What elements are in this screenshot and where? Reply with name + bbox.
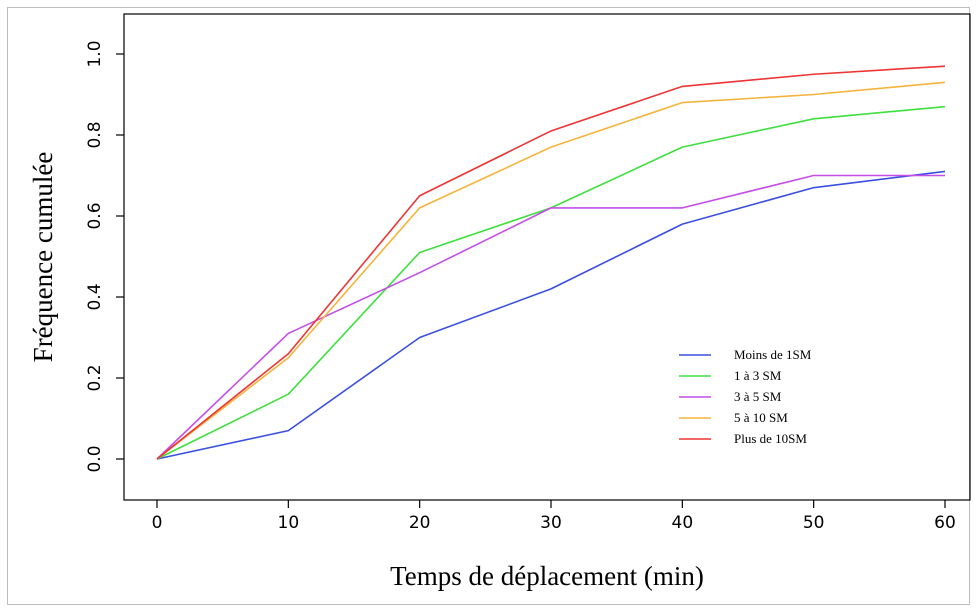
y-axis: 0.0 0.2 0.4 0.6 0.8 1.0 <box>85 40 124 473</box>
legend-label: 5 à 10 SM <box>734 410 788 425</box>
series-line-4 <box>156 81 946 460</box>
series-layer <box>156 65 946 460</box>
x-axis: 0 10 20 30 40 50 60 <box>152 500 956 533</box>
legend-label: 3 à 5 SM <box>734 389 782 404</box>
figure-frame <box>7 7 970 605</box>
y-tick-label: 0.8 <box>85 121 105 148</box>
x-tick-label: 30 <box>540 513 562 533</box>
legend: Moins de 1SM 1 à 3 SM 3 à 5 SM 5 à 10 SM Plu… <box>679 347 812 446</box>
series-line-5 <box>156 65 946 460</box>
x-tick-label: 50 <box>803 513 825 533</box>
legend-label: 1 à 3 SM <box>734 368 782 383</box>
x-tick-label: 40 <box>672 513 694 533</box>
legend-label: Moins de 1SM <box>734 347 812 362</box>
legend-label: Plus de 10SM <box>734 431 807 446</box>
x-tick-label: 20 <box>409 513 431 533</box>
y-axis-title: Fréquence cumulée <box>28 152 58 363</box>
x-tick-label: 60 <box>934 513 956 533</box>
y-tick-label: 0.2 <box>85 364 105 391</box>
x-tick-label: 10 <box>278 513 300 533</box>
x-tick-label: 0 <box>152 513 163 533</box>
series-line-3 <box>156 174 945 460</box>
plot-area <box>123 13 971 501</box>
y-tick-label: 0.0 <box>85 445 105 472</box>
y-tick-label: 1.0 <box>85 40 105 67</box>
y-tick-label: 0.6 <box>85 202 105 229</box>
y-tick-label: 0.4 <box>85 283 105 310</box>
series-line-2 <box>156 105 946 460</box>
series-line-1 <box>156 170 946 460</box>
x-axis-title: Temps de déplacement (min) <box>390 561 704 591</box>
